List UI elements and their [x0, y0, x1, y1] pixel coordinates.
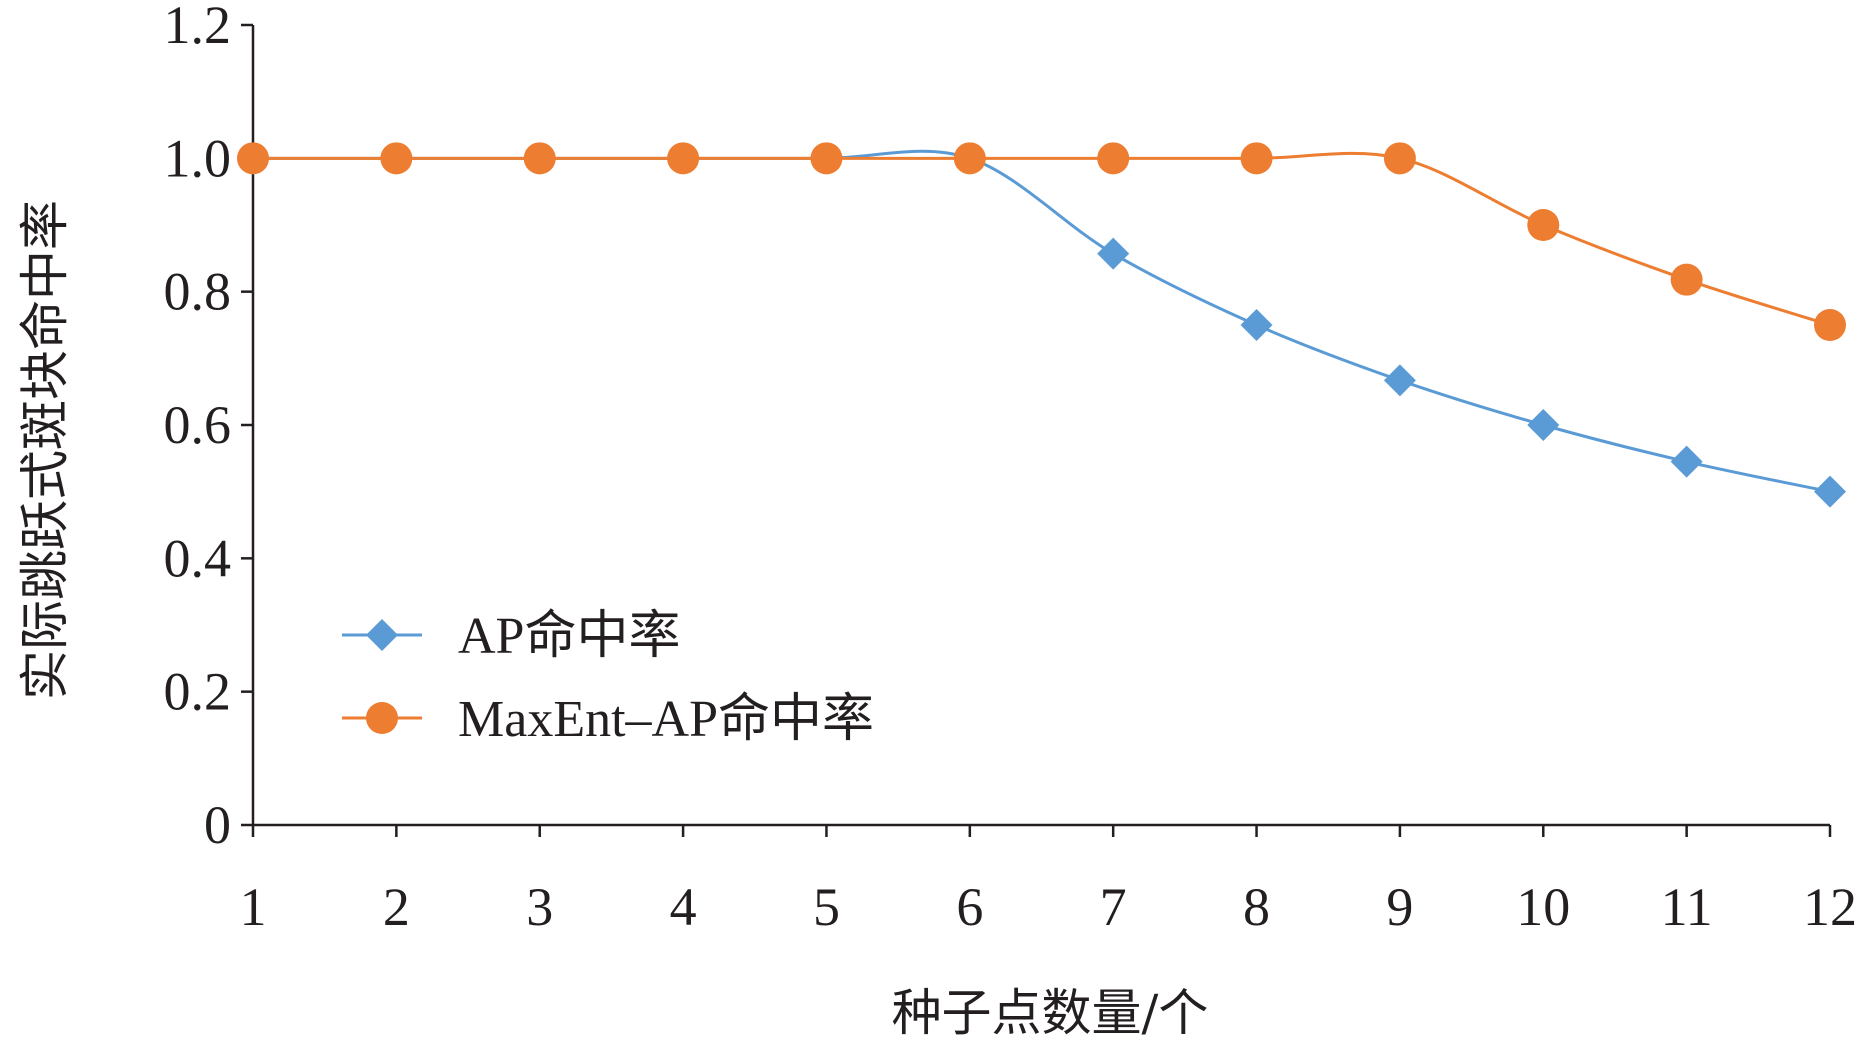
- data-point: [1097, 142, 1130, 175]
- series-1: [237, 142, 1846, 508]
- y-axis-title: 实际跳跃式斑块命中率: [16, 200, 74, 700]
- data-point: [1383, 142, 1416, 175]
- data-point: [1814, 475, 1846, 508]
- x-tick-label: 5: [813, 877, 840, 937]
- data-point: [1383, 364, 1416, 397]
- data-point: [810, 142, 843, 175]
- x-tick-label: 2: [383, 877, 410, 937]
- data-point: [1670, 263, 1703, 296]
- y-tick-label: 1.0: [164, 128, 232, 188]
- x-tick-label: 3: [526, 877, 553, 937]
- data-point: [1527, 209, 1560, 241]
- data-point: [1527, 409, 1560, 441]
- y-tick-label: 0: [204, 795, 231, 855]
- y-tick-label: 1.2: [164, 0, 232, 55]
- y-tick-label: 0.2: [164, 662, 232, 722]
- x-tick-label: 6: [956, 877, 983, 937]
- series-line: [253, 151, 1831, 327]
- legend-label: AP命中率: [458, 607, 680, 665]
- legend-swatch-marker: [366, 619, 398, 651]
- data-point: [1240, 142, 1273, 175]
- legend-item-1: AP命中率: [342, 607, 680, 665]
- y-tick-label: 0.8: [164, 262, 232, 322]
- series-layer: [237, 142, 1846, 508]
- x-tick-label: 1: [240, 877, 267, 937]
- data-point: [1670, 445, 1703, 478]
- x-tick-label: 10: [1516, 877, 1570, 937]
- legend-label: MaxEnt–AP命中率: [458, 690, 874, 748]
- data-point: [1240, 309, 1273, 341]
- x-tick-label: 8: [1243, 877, 1270, 937]
- data-point: [523, 142, 556, 175]
- y-tick-label: 0.4: [164, 528, 232, 588]
- x-tick-label: 12: [1803, 877, 1857, 937]
- legend: AP命中率 MaxEnt–AP命中率: [342, 607, 874, 748]
- legend-swatch-marker: [366, 702, 398, 734]
- data-point: [953, 142, 986, 175]
- y-tick-label: 0.6: [164, 395, 232, 455]
- x-tick-label: 9: [1386, 877, 1413, 937]
- x-axis-title: 种子点数量/个: [892, 984, 1209, 1042]
- x-tick-label: 7: [1100, 877, 1127, 937]
- x-tick-label: 4: [670, 877, 697, 937]
- axes: 00.20.40.60.81.01.21 2 3 4 5 6 7 8 9 10 11 12: [164, 0, 1858, 937]
- series-2: [237, 142, 1846, 341]
- data-point: [380, 142, 413, 175]
- data-point: [1097, 237, 1130, 270]
- data-point: [1814, 309, 1846, 341]
- series-line: [253, 149, 1831, 494]
- data-point: [237, 142, 269, 175]
- data-point: [667, 142, 700, 175]
- legend-item-2: MaxEnt–AP命中率: [342, 690, 874, 748]
- x-tick-label: 11: [1661, 877, 1713, 937]
